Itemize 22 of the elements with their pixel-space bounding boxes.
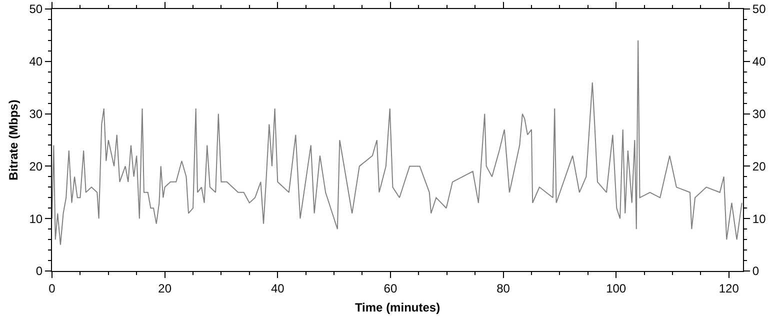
y-tick-label: 40 (29, 54, 43, 69)
y-tick-label: 20 (29, 159, 43, 174)
y-axis-title: Bitrate (Mbps) (6, 100, 21, 180)
x-tick-label: 60 (384, 281, 398, 296)
x-tick-label: 80 (496, 281, 510, 296)
y-tick-label: 30 (29, 107, 43, 121)
x-axis-title: Time (minutes) (354, 300, 440, 314)
y-tick-label: 50 (29, 2, 43, 16)
y-tick-label: 10 (29, 212, 43, 226)
y2-tick-label: 40 (752, 54, 766, 69)
line-series (52, 40, 742, 246)
y2-tick-label: 20 (752, 159, 766, 174)
x-tick-label: 120 (718, 281, 740, 296)
y2-tick-label: 30 (752, 107, 766, 121)
x-tick-label: 0 (48, 281, 56, 296)
y2-tick-label: 10 (752, 212, 766, 226)
y2-tick-label: 50 (752, 2, 766, 16)
y-tick-label: 0 (36, 264, 43, 278)
y2-tick-label: 0 (752, 264, 760, 278)
x-tick-label: 100 (606, 281, 626, 296)
x-tick-label: 40 (270, 281, 285, 296)
x-tick-label: 20 (158, 281, 172, 296)
